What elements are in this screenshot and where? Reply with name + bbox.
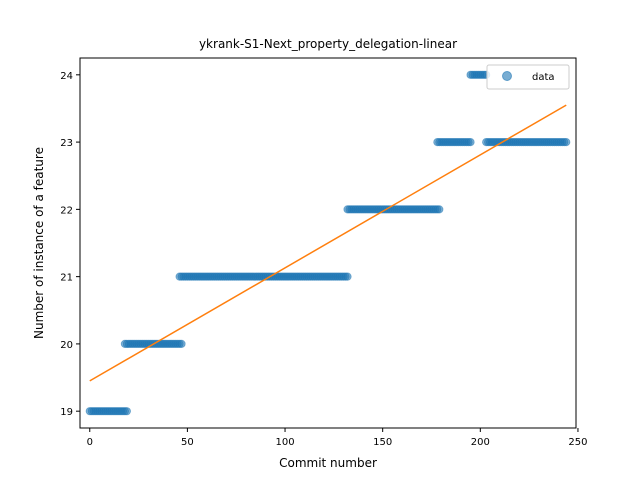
data-point xyxy=(435,205,444,214)
data-point xyxy=(466,137,475,147)
chart-title: ykrank-S1-Next_property_delegation-linea… xyxy=(199,37,457,51)
y-axis-label: Number of instance of a feature xyxy=(32,147,46,339)
legend-box xyxy=(486,64,570,90)
y-tick-label: 21 xyxy=(60,273,73,284)
data-point xyxy=(343,272,352,281)
fit-line-group xyxy=(89,104,567,382)
data-point xyxy=(177,339,186,349)
legend: data xyxy=(486,64,570,90)
y-tick-label: 19 xyxy=(60,407,73,418)
legend-marker-data xyxy=(502,71,512,81)
y-tick-label: 24 xyxy=(60,71,73,82)
fit-line xyxy=(89,104,567,382)
x-tick-label: 250 xyxy=(568,437,587,448)
data-point xyxy=(122,407,131,416)
plot-frame xyxy=(79,57,577,429)
legend-label-data: data xyxy=(532,72,555,83)
y-tick-label: 20 xyxy=(60,340,73,351)
x-tick-label: 0 xyxy=(87,437,93,448)
x-tick-label: 100 xyxy=(275,437,294,448)
y-tick-label: 23 xyxy=(60,138,73,149)
x-tick-label: 50 xyxy=(181,437,194,448)
y-axis-ticks: 19 20 21 22 23 24 xyxy=(60,71,80,418)
y-tick-label: 22 xyxy=(60,205,73,216)
x-tick-label: 200 xyxy=(471,437,490,448)
data-point xyxy=(562,137,571,147)
x-axis-label: Commit number xyxy=(279,456,377,470)
x-axis-ticks: 0 50 100 150 200 250 xyxy=(87,428,587,448)
x-tick-label: 150 xyxy=(373,437,392,448)
data-points xyxy=(85,70,571,416)
